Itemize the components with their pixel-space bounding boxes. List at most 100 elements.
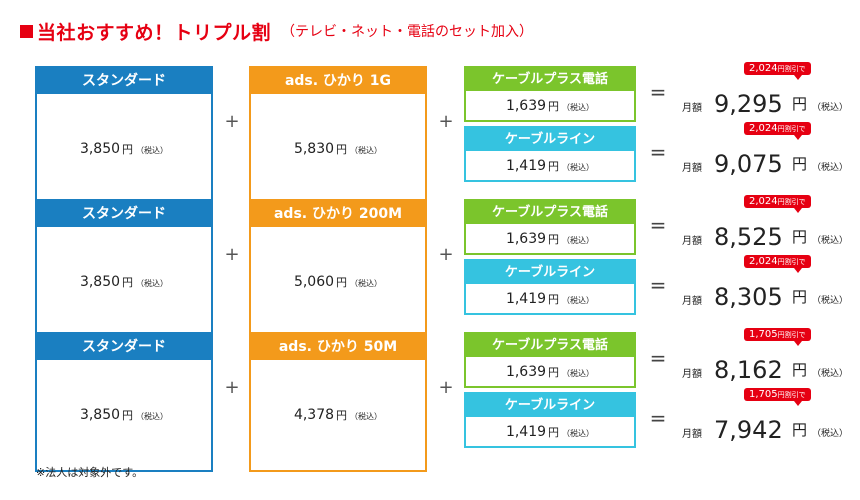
tax-note: （税込） xyxy=(562,295,595,305)
tax-note: （税込） xyxy=(350,146,383,155)
discount-unit: 円 xyxy=(777,331,785,339)
discount-unit: 円 xyxy=(777,65,785,73)
price: 5,060 円（税込） xyxy=(294,274,382,290)
monthly-label: 月額 xyxy=(682,369,702,380)
discount-unit: 円 xyxy=(777,125,785,133)
phone-option-name: ケーブルプラス電話 xyxy=(466,201,634,224)
page-title: 当社おすすめ！トリプル割 （テレビ・ネット・電話のセット加入） xyxy=(20,16,533,46)
plus-sign: + xyxy=(438,111,454,132)
monthly-total-value: 7,942 xyxy=(714,416,783,444)
internet-plan-box: ads. ひかり 1G 5,830 円（税込） xyxy=(249,66,427,206)
monthly-total: 月額 9,075 円（税込） 2,024円割引で xyxy=(682,122,860,178)
monthly-label: 月額 xyxy=(682,429,702,440)
discount-suffix: 割引で xyxy=(784,198,806,206)
title-main: 当社おすすめ！トリプル割 xyxy=(37,21,272,44)
tax-note: （税込） xyxy=(562,102,595,112)
price: 1,419 円（税込） xyxy=(506,158,594,174)
monthly-total-value: 9,075 xyxy=(714,150,783,178)
yen-unit: 円 xyxy=(548,292,560,306)
tax-note: （税込） xyxy=(562,368,595,378)
tv-plan-box: スタンダード 3,850 円（税込） xyxy=(35,66,213,206)
price-value: 1,639 xyxy=(505,363,547,380)
title-square-icon xyxy=(20,24,33,38)
price: 1,419 円（税込） xyxy=(506,424,594,440)
phone-option-box: ケーブルライン 1,419 円（税込） xyxy=(464,259,636,315)
yen-unit: 円 xyxy=(336,409,348,422)
yen-unit: 円 xyxy=(792,288,808,306)
discount-badge: 2,024円割引で xyxy=(744,195,811,213)
plus-sign: + xyxy=(224,244,240,265)
phone-option-box: ケーブルライン 1,419 円（税込） xyxy=(464,392,636,448)
yen-unit: 円 xyxy=(122,276,134,289)
price-value: 1,419 xyxy=(505,290,547,307)
equals-sign: = xyxy=(649,140,667,164)
tv-plan-price: 3,850 円（税込） xyxy=(37,360,211,470)
equals-sign: = xyxy=(649,406,667,430)
tv-plan-box: スタンダード 3,850 円（税込） xyxy=(35,332,213,472)
tax-note: （税込） xyxy=(350,412,383,421)
equals-sign: = xyxy=(649,273,667,297)
price-value: 3,850 xyxy=(79,141,121,157)
equals-sign: = xyxy=(649,213,667,237)
discount-suffix: 割引で xyxy=(784,125,806,133)
phone-option-price: 1,419 円（税込） xyxy=(466,151,634,180)
price: 5,830 円（税込） xyxy=(294,141,382,157)
discount-unit: 円 xyxy=(777,258,785,266)
yen-unit: 円 xyxy=(122,409,134,422)
phone-option-price: 1,639 円（税込） xyxy=(466,224,634,253)
tax-note: （税込） xyxy=(812,296,849,306)
monthly-total: 月額 8,525 円（税込） 2,024円割引で xyxy=(682,195,860,251)
phone-option-name: ケーブルライン xyxy=(466,128,634,151)
monthly-total: 月額 8,162 円（税込） 1,705円割引で xyxy=(682,328,860,384)
price: 3,850 円（税込） xyxy=(80,274,168,290)
monthly-total-value: 8,162 xyxy=(714,356,783,384)
monthly-label: 月額 xyxy=(682,296,702,307)
internet-plan-box: ads. ひかり 50M 4,378 円（税込） xyxy=(249,332,427,472)
price: 4,378 円（税込） xyxy=(294,407,382,423)
yen-unit: 円 xyxy=(548,99,560,113)
tax-note: （税込） xyxy=(562,235,595,245)
price: 3,850 円（税込） xyxy=(80,407,168,423)
monthly-total-value: 9,295 xyxy=(714,90,783,118)
discount-amount: 1,705 xyxy=(749,389,778,400)
discount-suffix: 割引で xyxy=(784,391,806,399)
discount-badge: 2,024円割引で xyxy=(744,62,811,80)
phone-option-price: 1,419 円（税込） xyxy=(466,284,634,313)
discount-unit: 円 xyxy=(777,391,785,399)
phone-option-name: ケーブルプラス電話 xyxy=(466,334,634,357)
phone-option-box: ケーブルプラス電話 1,639 円（税込） xyxy=(464,332,636,388)
phone-option-price: 1,639 円（税込） xyxy=(466,91,634,120)
price-value: 4,378 xyxy=(293,407,335,423)
footnote: ※法人は対象外です。 xyxy=(36,466,144,479)
tv-plan-price: 3,850 円（税込） xyxy=(37,94,211,204)
plus-sign: + xyxy=(438,377,454,398)
tax-note: （税込） xyxy=(136,279,169,288)
tax-note: （税込） xyxy=(812,429,849,439)
tax-note: （税込） xyxy=(350,279,383,288)
equals-sign: = xyxy=(649,80,667,104)
yen-unit: 円 xyxy=(792,95,808,113)
price-value: 1,639 xyxy=(505,97,547,114)
monthly-total: 月額 7,942 円（税込） 1,705円割引で xyxy=(682,388,860,444)
yen-unit: 円 xyxy=(792,155,808,173)
price-value: 1,419 xyxy=(505,157,547,174)
phone-option-price: 1,639 円（税込） xyxy=(466,357,634,386)
plus-sign: + xyxy=(224,111,240,132)
price: 1,639 円（税込） xyxy=(506,231,594,247)
yen-unit: 円 xyxy=(548,232,560,246)
tax-note: （税込） xyxy=(812,103,849,113)
monthly-total: 月額 8,305 円（税込） 2,024円割引で xyxy=(682,255,860,311)
phone-option-price: 1,419 円（税込） xyxy=(466,417,634,446)
internet-plan-name: ads. ひかり 50M xyxy=(251,334,425,360)
tv-plan-box: スタンダード 3,850 円（税込） xyxy=(35,199,213,339)
phone-option-box: ケーブルプラス電話 1,639 円（税込） xyxy=(464,66,636,122)
discount-amount: 1,705 xyxy=(749,329,778,340)
tax-note: （税込） xyxy=(562,428,595,438)
price: 1,419 円（税込） xyxy=(506,291,594,307)
price-value: 5,830 xyxy=(293,141,335,157)
yen-unit: 円 xyxy=(792,421,808,439)
internet-plan-name: ads. ひかり 200M xyxy=(251,201,425,227)
price-value: 3,850 xyxy=(79,274,121,290)
monthly-label: 月額 xyxy=(682,236,702,247)
discount-badge: 2,024円割引で xyxy=(744,122,811,140)
